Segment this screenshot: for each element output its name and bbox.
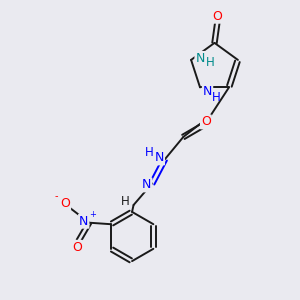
Text: O: O	[213, 10, 222, 23]
Text: H: H	[145, 146, 154, 159]
Text: N: N	[142, 178, 152, 191]
Text: H: H	[212, 91, 221, 103]
Text: +: +	[89, 210, 96, 219]
Text: N: N	[203, 85, 212, 98]
Text: -: -	[54, 191, 58, 201]
Text: N: N	[195, 52, 205, 65]
Text: N: N	[155, 152, 164, 164]
Text: O: O	[60, 197, 70, 210]
Text: O: O	[72, 241, 82, 254]
Text: O: O	[201, 116, 211, 128]
Text: H: H	[121, 195, 130, 208]
Text: N: N	[79, 215, 88, 228]
Text: H: H	[206, 56, 215, 69]
